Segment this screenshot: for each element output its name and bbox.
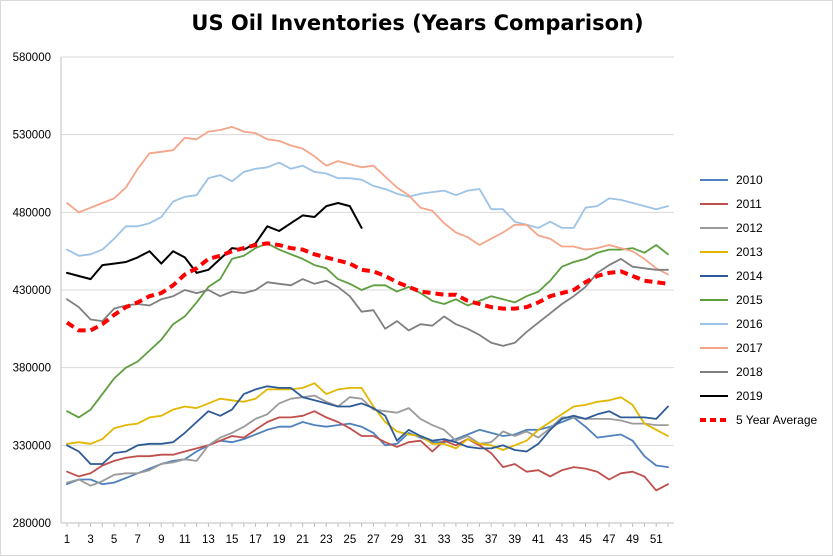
x-tick-label: 35: [461, 534, 474, 546]
series-line-2017: [66, 126, 669, 276]
x-tick-label: 43: [556, 534, 569, 546]
x-tick-label: 13: [202, 534, 215, 546]
legend-label: 2014: [736, 269, 763, 283]
legend-label: 2019: [736, 389, 763, 403]
y-tick-label: 580000: [13, 52, 51, 64]
legend-label: 2018: [736, 365, 763, 379]
x-tick-label: 5: [111, 534, 117, 546]
y-tick-label: 480000: [13, 207, 51, 219]
x-tick-label: 29: [391, 534, 404, 546]
series-line-2011: [66, 410, 669, 492]
legend-label: 2015: [736, 293, 763, 307]
axes: 280000 330000 380000 430000 480000 530000 5800…: [13, 52, 674, 546]
legend-label: 2012: [736, 221, 763, 235]
x-tick-label: 31: [414, 534, 427, 546]
series-line-2014: [66, 385, 669, 465]
x-tick-label: 39: [508, 534, 521, 546]
series-line-5-year-average: [65, 241, 669, 333]
series-lines: [65, 126, 669, 492]
series-line-2016: [66, 161, 669, 257]
x-tick-label: 33: [438, 534, 451, 546]
x-tick-label: 49: [626, 534, 639, 546]
x-tick-label: 9: [158, 534, 164, 546]
series-line-2015: [66, 242, 669, 419]
legend: 2010 2011 2012 2013 2014 2015 2016 2017 2018 2019…: [700, 173, 818, 427]
legend-label: 2017: [736, 341, 763, 355]
series-line-2019: [66, 202, 363, 281]
legend-label: 2016: [736, 317, 763, 331]
legend-label: 5 Year Average: [736, 413, 818, 427]
x-tick-label: 41: [532, 534, 545, 546]
series-line-2018: [66, 257, 669, 347]
y-tick-label: 530000: [13, 130, 51, 142]
x-tick-label: 45: [579, 534, 592, 546]
series-line-2013: [66, 382, 669, 451]
x-tick-label: 11: [179, 534, 191, 546]
x-tick-label: 47: [603, 534, 616, 546]
x-tick-label: 17: [249, 534, 262, 546]
x-tick-label: 21: [296, 534, 309, 546]
x-tick-label: 27: [367, 534, 380, 546]
legend-label: 2010: [736, 173, 763, 187]
x-tick-label: 3: [87, 534, 93, 546]
x-tick-label: 37: [485, 534, 498, 546]
x-tick-label: 51: [650, 534, 663, 546]
x-tick-label: 23: [320, 534, 333, 546]
legend-label: 2011: [736, 197, 762, 211]
series-line-2010: [66, 416, 669, 486]
x-tick-label: 19: [273, 534, 286, 546]
chart-title: US Oil Inventories (Years Comparison): [191, 11, 644, 35]
y-tick-label: 380000: [13, 363, 51, 375]
series-line-2012: [66, 394, 669, 487]
legend-label: 2013: [736, 245, 763, 259]
y-tick-label: 280000: [13, 518, 51, 530]
x-tick-label: 25: [343, 534, 356, 546]
y-tick-label: 430000: [13, 285, 51, 297]
x-tick-label: 7: [135, 534, 141, 546]
x-tick-label: 15: [226, 534, 239, 546]
x-tick-label: 1: [64, 534, 70, 546]
y-tick-label: 330000: [13, 440, 51, 452]
